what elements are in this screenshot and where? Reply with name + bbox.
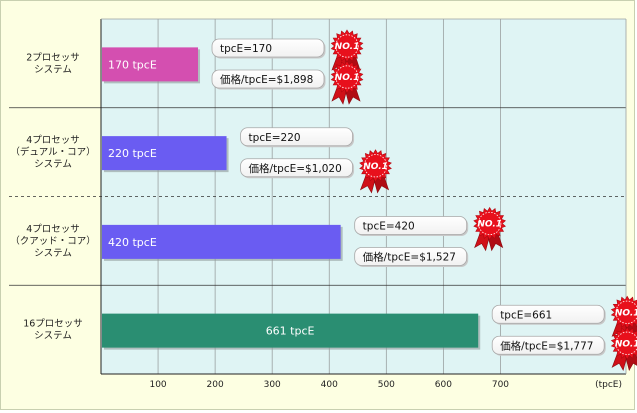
category-label: 2プロセッサシステム — [26, 52, 80, 75]
category-label: 4プロセッサ（デュアル・コア）システム — [10, 135, 95, 170]
bar-value-label: 420 tpcE — [108, 236, 157, 249]
bar — [102, 313, 479, 348]
badge-label: NO.1 — [335, 73, 360, 83]
callout-pill: 価格/tpcE=$1,777 — [491, 335, 606, 356]
callout-pill: 価格/tpcE=$1,898 — [211, 69, 326, 90]
no1-badge: NO.1 — [330, 60, 364, 105]
callout-pill: tpcE=220 — [240, 127, 355, 148]
callout-pill: 価格/tpcE=$1,527 — [354, 247, 469, 267]
callout-text: 価格/tpcE=$1,777 — [500, 339, 593, 352]
callout-pill: tpcE=420 — [354, 216, 469, 236]
x-unit-label: (tpcE) — [595, 380, 622, 390]
bar-value-label: 220 tpcE — [108, 147, 157, 160]
bar — [102, 136, 227, 171]
badge-label: NO.1 — [615, 308, 637, 318]
no1-badge: NO.1 — [610, 326, 637, 372]
callout-pill: 価格/tpcE=$1,020 — [240, 158, 355, 179]
no1-badge: NO.1 — [473, 206, 506, 252]
bar-value-label: 661 tpcE — [266, 325, 315, 338]
callout-text: 価格/tpcE=$1,898 — [220, 73, 313, 86]
callout-pill: tpcE=170 — [211, 38, 326, 59]
x-tick-label: 100 — [149, 380, 166, 390]
x-tick-label: 300 — [264, 380, 281, 390]
no1-badge: NO.1 — [359, 149, 392, 194]
callout-text: tpcE=220 — [249, 132, 301, 144]
badge-label: NO.1 — [363, 162, 388, 172]
x-tick-label: 200 — [207, 380, 224, 390]
callout-text: tpcE=661 — [500, 309, 552, 321]
category-label: 4プロセッサ（クアッド・コア）システム — [10, 224, 96, 259]
callout-text: 価格/tpcE=$1,020 — [249, 162, 342, 175]
callout-pill: tpcE=661 — [491, 304, 606, 325]
badge-label: NO.1 — [335, 42, 360, 52]
bar — [102, 47, 199, 82]
category-label: 16プロセッサシステム — [23, 319, 83, 342]
bar — [102, 224, 341, 259]
bar-value-label: 170 tpcE — [108, 58, 157, 71]
x-tick-label: 400 — [321, 380, 338, 390]
badge-label: NO.1 — [615, 339, 637, 349]
x-tick-label: 600 — [435, 380, 452, 390]
callout-text: tpcE=170 — [220, 43, 272, 55]
callout-text: 価格/tpcE=$1,527 — [363, 251, 456, 264]
badge-label: NO.1 — [477, 220, 502, 230]
x-tick-label: 700 — [492, 380, 509, 390]
x-tick-label: 500 — [378, 380, 395, 390]
callout-text: tpcE=420 — [363, 221, 415, 233]
